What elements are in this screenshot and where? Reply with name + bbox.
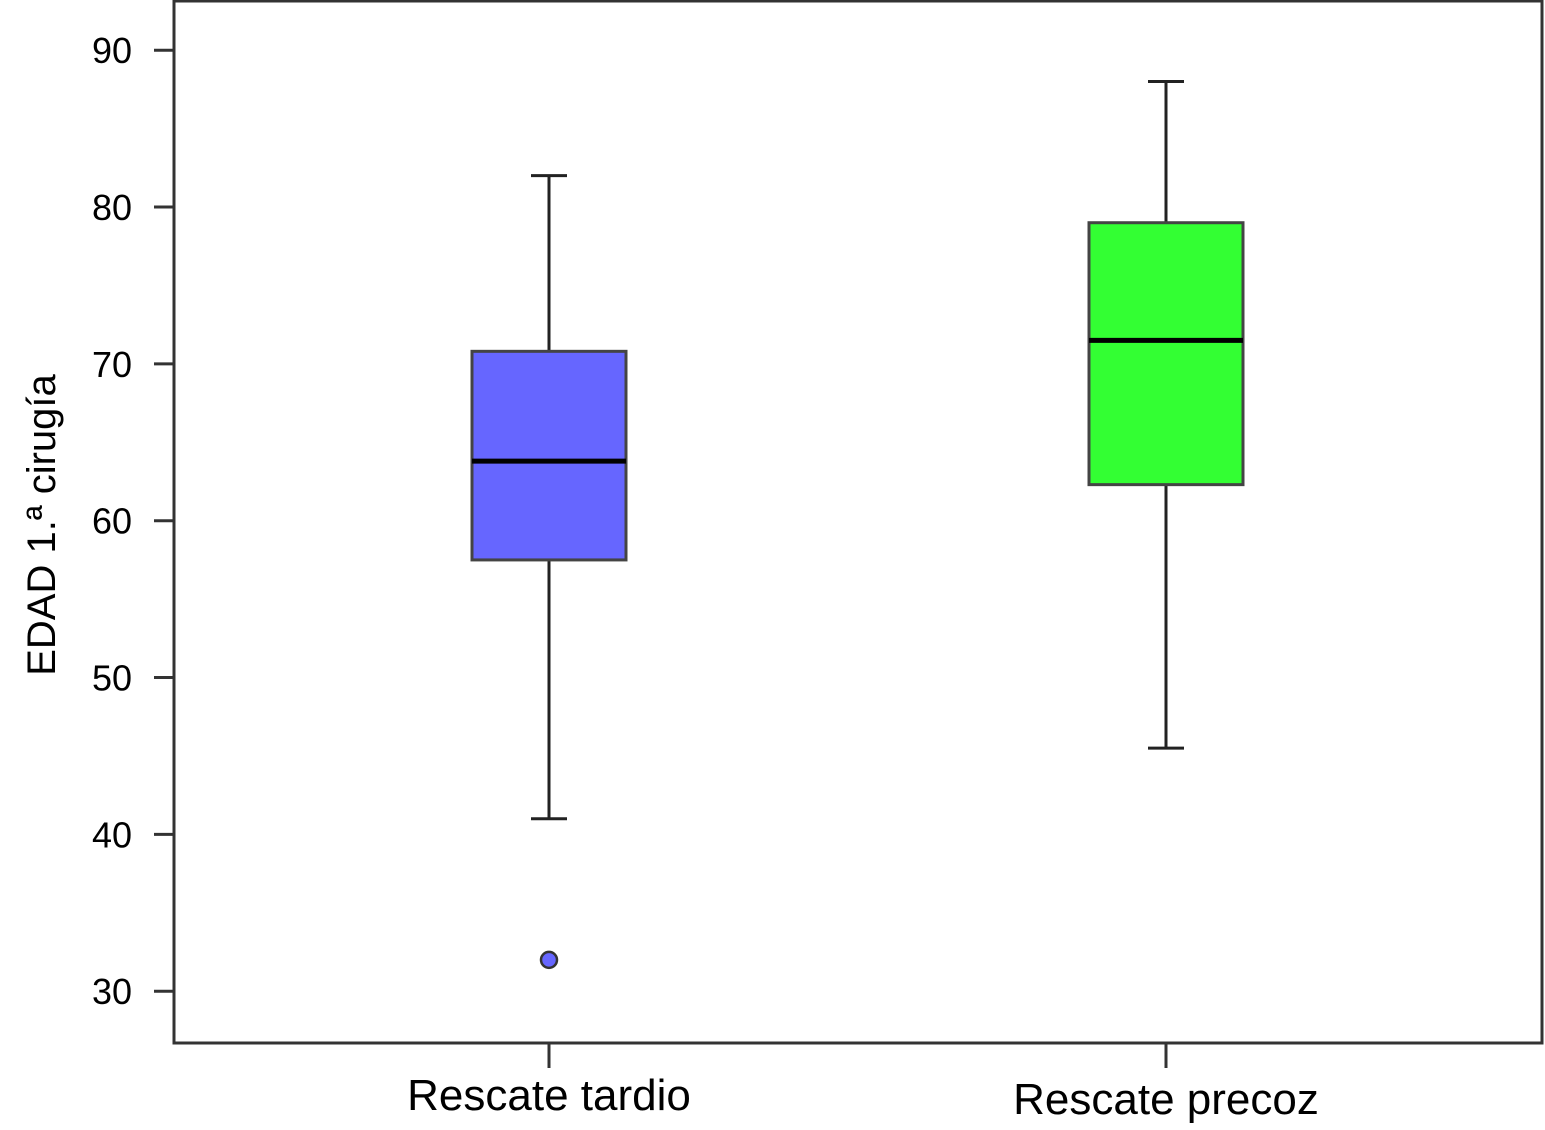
axes: 30 40 50 60 70 80 90 Rescate tardio Rescate prec… bbox=[92, 0, 1544, 1124]
box-group bbox=[470, 174, 628, 970]
x-tick-label: Rescate tardio bbox=[407, 1071, 691, 1120]
y-tick-label: 40 bbox=[92, 814, 132, 855]
y-axis-label: EDAD 1.ª cirugía bbox=[20, 373, 64, 675]
plot-frame bbox=[172, 0, 1544, 1045]
x-tick-label: Rescate precoz bbox=[1013, 1075, 1319, 1124]
y-tick-label: 30 bbox=[92, 971, 132, 1012]
plot-area bbox=[470, 80, 1245, 970]
y-tick-label: 80 bbox=[92, 187, 132, 228]
y-tick-label: 60 bbox=[92, 501, 132, 542]
box-iqr bbox=[1087, 221, 1245, 487]
outlier-point bbox=[539, 950, 559, 970]
box-group bbox=[1087, 80, 1245, 750]
box-iqr bbox=[470, 349, 628, 562]
y-tick-label: 70 bbox=[92, 344, 132, 385]
y-tick-label: 90 bbox=[92, 30, 132, 71]
y-tick-label: 50 bbox=[92, 658, 132, 699]
